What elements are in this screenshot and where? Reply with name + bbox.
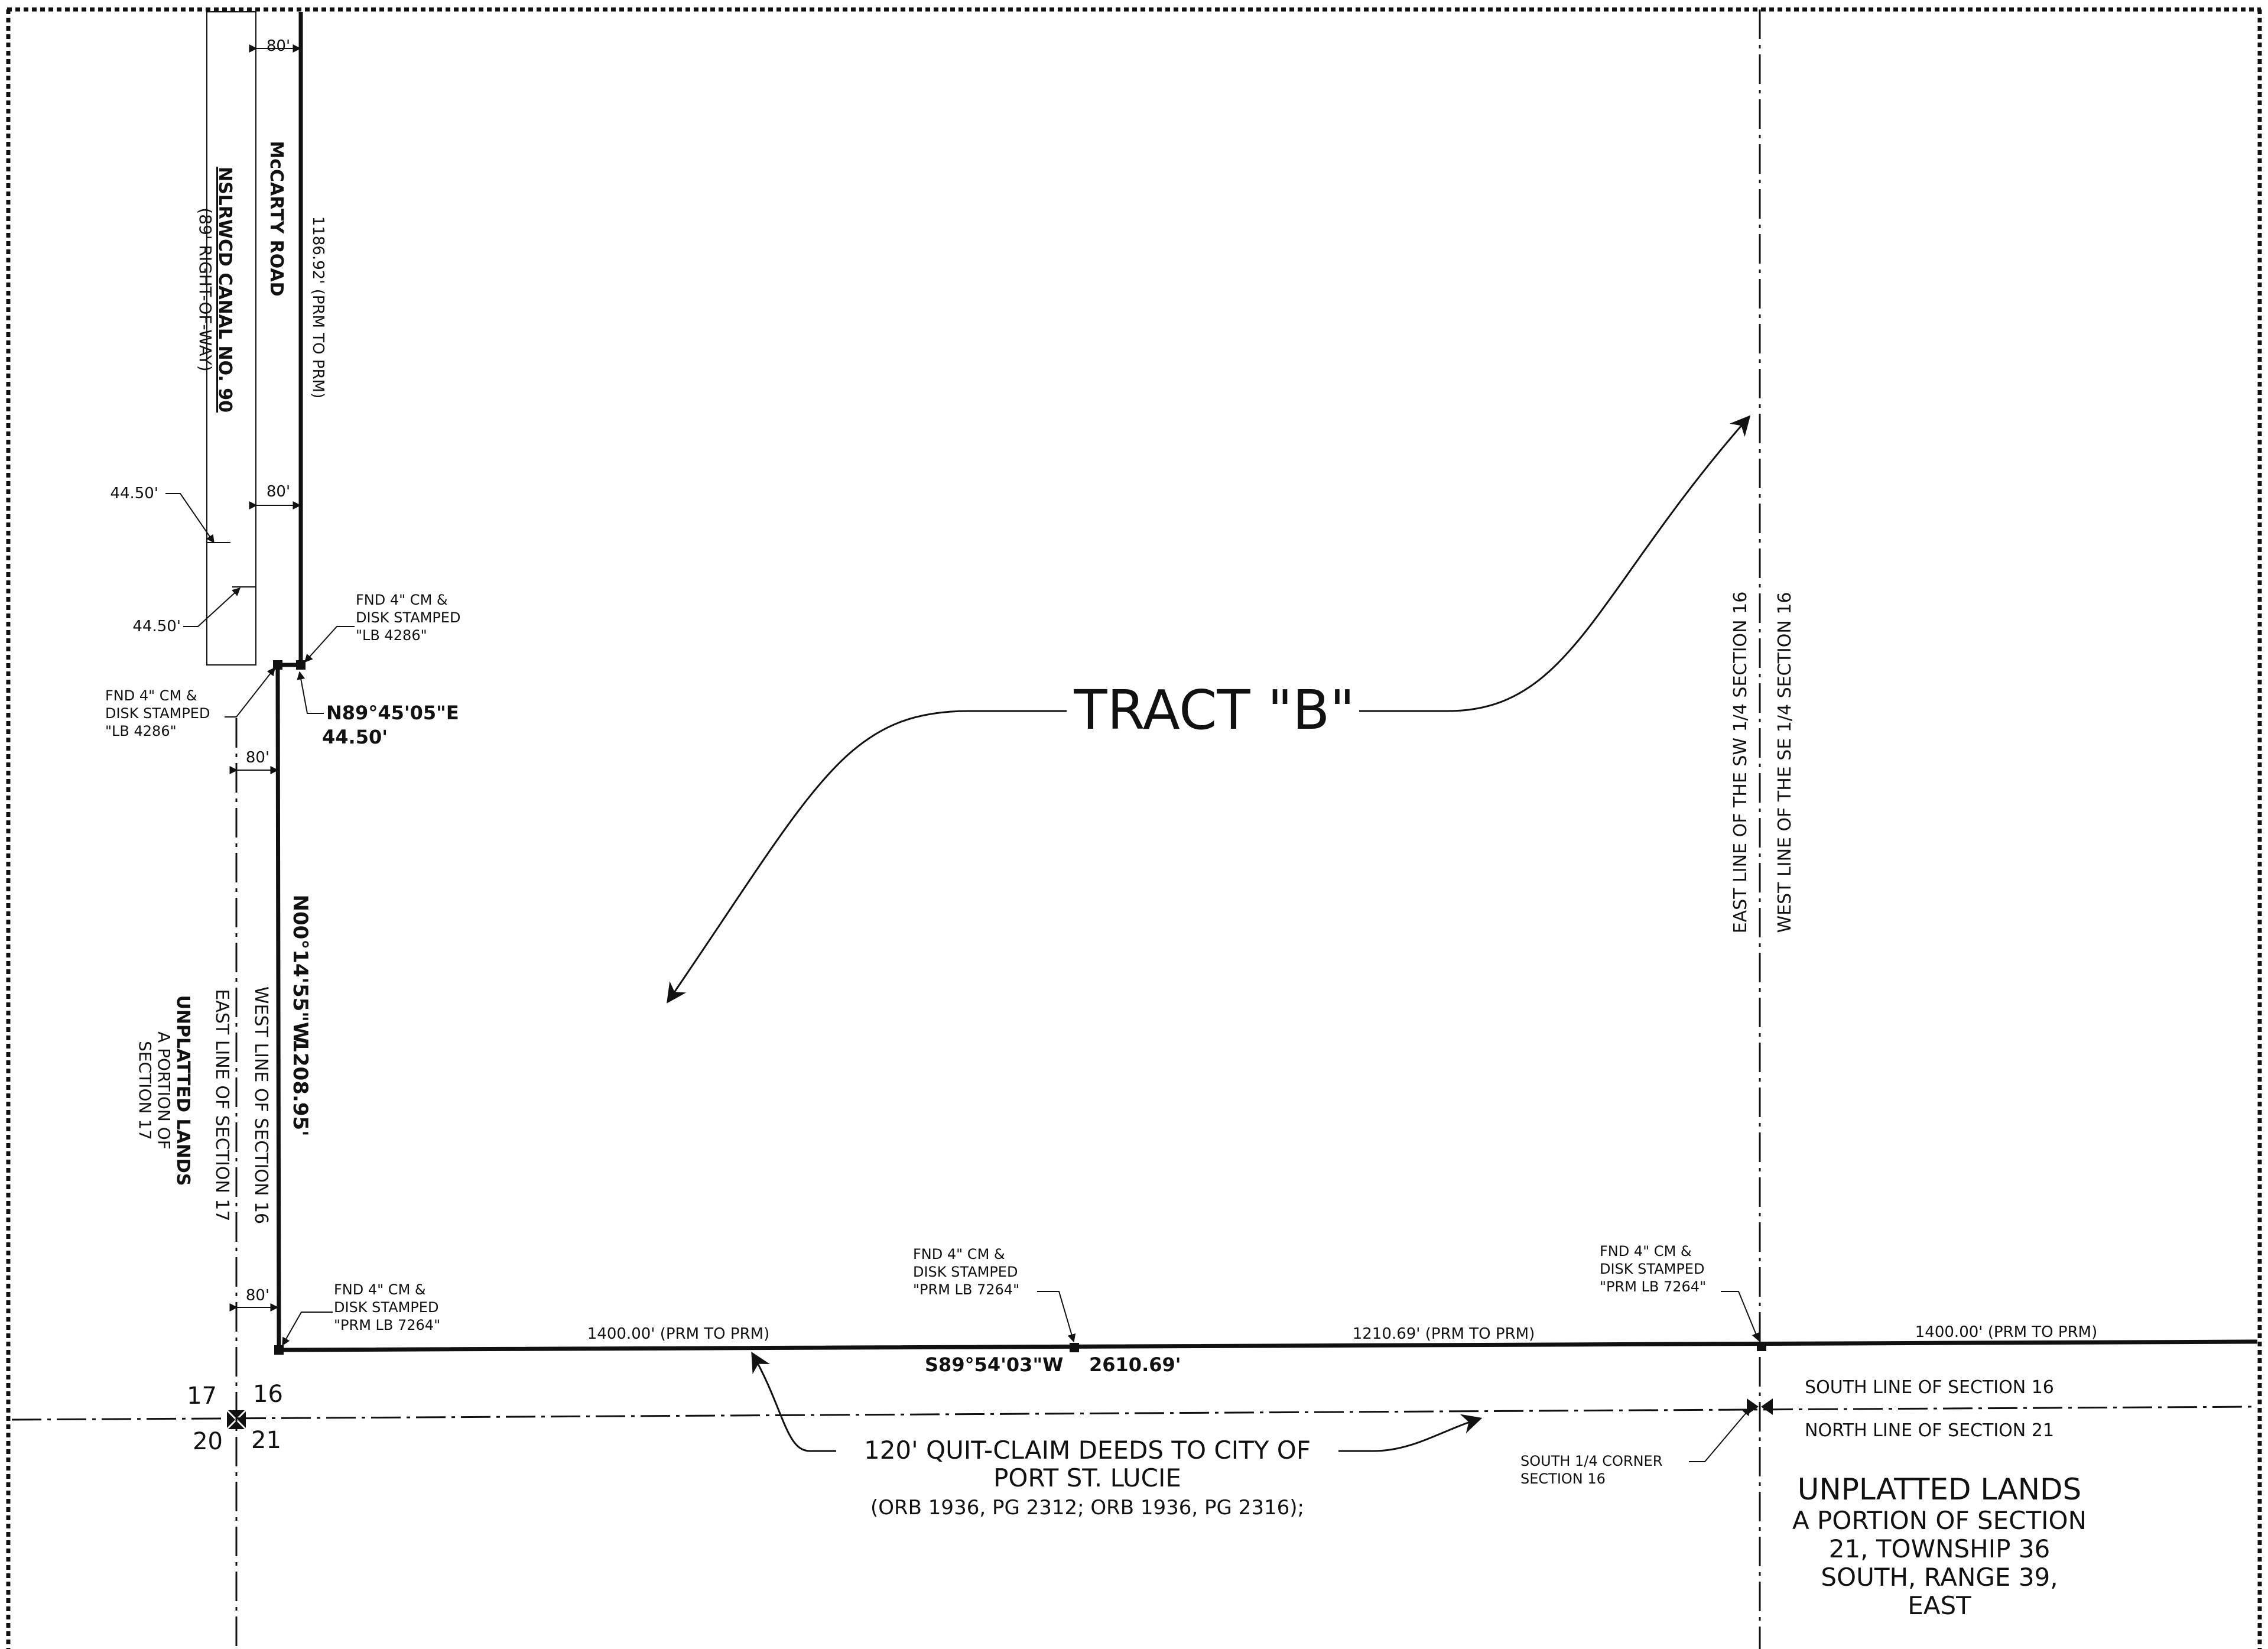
- svg-text:FND 4" CM &: FND 4" CM &: [356, 592, 448, 608]
- unplatted-21-note: UNPLATTED LANDS A PORTION OF SECTION 21,…: [1792, 1472, 2087, 1620]
- svg-text:DISK STAMPED: DISK STAMPED: [913, 1264, 1018, 1280]
- svg-text:DISK STAMPED: DISK STAMPED: [1600, 1261, 1704, 1277]
- svg-text:FND 4" CM &: FND 4" CM &: [1600, 1243, 1692, 1260]
- south-distance: 2610.69': [1089, 1353, 1181, 1376]
- dim-80-west-label: 80': [246, 749, 269, 767]
- segment-2-distance: 1210.69' (PRM TO PRM): [1353, 1325, 1535, 1343]
- leader-fnd-top-right: [304, 626, 355, 663]
- monument-marker: [273, 660, 282, 670]
- unplatted-17-note: UNPLATTED LANDS A PORTION OF SECTION 17: [135, 995, 193, 1186]
- road-name: McCARTY ROAD: [266, 141, 287, 296]
- section-number-sw: 20: [193, 1428, 223, 1455]
- svg-text:PORT ST. LUCIE: PORT ST. LUCIE: [993, 1463, 1181, 1492]
- south-bearing: S89°54'03"W: [925, 1353, 1063, 1376]
- monument-note-top-left: FND 4" CM & DISK STAMPED "LB 4286": [105, 687, 210, 739]
- canal-dim-a: 44.50': [110, 485, 158, 502]
- svg-text:FND 4" CM &: FND 4" CM &: [105, 687, 197, 704]
- south-line-sec16-label: SOUTH LINE OF SECTION 16: [1805, 1377, 2054, 1398]
- east-line-sec17-label: EAST LINE OF SECTION 17: [212, 989, 232, 1221]
- svg-text:FND 4" CM &: FND 4" CM &: [334, 1281, 426, 1298]
- svg-text:DISK STAMPED: DISK STAMPED: [334, 1299, 438, 1316]
- svg-text:(ORB 1936, PG 2312; ORB 1936,: (ORB 1936, PG 2312; ORB 1936, PG 2316);: [870, 1496, 1304, 1520]
- section-number-se: 21: [251, 1427, 281, 1454]
- west-bearing: N00°14'55"W: [288, 894, 312, 1044]
- leader-fnd-bottom-right: [1721, 1291, 1760, 1342]
- monument-marker: [1757, 1342, 1766, 1351]
- road-length: 1186.92' (PRM TO PRM): [309, 216, 327, 398]
- monument-note-bottom-mid: FND 4" CM & DISK STAMPED "PRM LB 7264": [913, 1246, 1019, 1298]
- leader-fnd-bottom-left: [282, 1312, 333, 1346]
- svg-text:"LB 4286": "LB 4286": [105, 723, 177, 739]
- svg-text:SOUTH, RANGE 39,: SOUTH, RANGE 39,: [1821, 1563, 2058, 1592]
- monument-marker: [296, 660, 306, 670]
- dim-80-mid-label: 80': [267, 483, 290, 501]
- east-line-sw14-label: EAST LINE OF THE SW 1/4 SECTION 16: [1730, 592, 1751, 934]
- south-corner-note: SOUTH 1/4 CORNER SECTION 16: [1520, 1453, 1662, 1487]
- west-line-sec16-label: WEST LINE OF SECTION 16: [251, 986, 271, 1224]
- svg-text:DISK STAMPED: DISK STAMPED: [356, 609, 460, 626]
- quitclaim-leader-right: [1338, 1414, 1483, 1452]
- svg-text:SOUTH 1/4 CORNER: SOUTH 1/4 CORNER: [1520, 1453, 1662, 1469]
- segment-3-distance: 1400.00' (PRM TO PRM): [1915, 1323, 2097, 1341]
- monument-note-bottom-right: FND 4" CM & DISK STAMPED "PRM LB 7264": [1600, 1243, 1706, 1295]
- leader-south-corner: [1689, 1407, 1751, 1462]
- leader-bearing-top: [297, 671, 324, 714]
- canal-right-of-way-text: (89' RIGHT-OF-WAY): [196, 207, 215, 371]
- top-distance: 44.50': [322, 726, 388, 748]
- svg-text:A PORTION OF: A PORTION OF: [154, 1031, 174, 1150]
- svg-text:SECTION 16: SECTION 16: [1520, 1471, 1606, 1487]
- tract-leader-right: [1359, 415, 1751, 712]
- quitclaim-note: 120' QUIT-CLAIM DEEDS TO CITY OF PORT ST…: [864, 1436, 1311, 1520]
- dim-80-south-label: 80': [246, 1287, 269, 1304]
- canal-dim-b: 44.50': [132, 618, 181, 635]
- monument-note-top-right: FND 4" CM & DISK STAMPED "LB 4286": [356, 592, 460, 644]
- svg-text:FND 4" CM &: FND 4" CM &: [913, 1246, 1005, 1262]
- west-line-se14-label: WEST LINE OF THE SE 1/4 SECTION 16: [1775, 592, 1795, 933]
- section-number-ne: 16: [253, 1381, 283, 1408]
- north-line-sec21-label: NORTH LINE OF SECTION 21: [1805, 1420, 2054, 1441]
- svg-text:"PRM LB 7264": "PRM LB 7264": [1600, 1278, 1706, 1295]
- svg-text:A PORTION OF SECTION: A PORTION OF SECTION: [1792, 1506, 2087, 1535]
- south-line-section-16: [11, 1405, 2258, 1421]
- tract-label: TRACT "B": [1073, 679, 1354, 742]
- svg-text:"PRM LB 7264": "PRM LB 7264": [334, 1317, 440, 1333]
- svg-text:"LB 4286": "LB 4286": [356, 627, 427, 644]
- leader-fnd-top-left: [225, 667, 275, 718]
- tract-leader-left: [667, 710, 1067, 1004]
- svg-text:UNPLATTED LANDS: UNPLATTED LANDS: [173, 995, 193, 1186]
- svg-text:EAST: EAST: [1908, 1591, 1971, 1620]
- svg-text:DISK STAMPED: DISK STAMPED: [105, 705, 210, 722]
- canal-right-of-way: [206, 11, 256, 666]
- svg-text:SECTION 17: SECTION 17: [135, 1041, 155, 1140]
- monument-note-bottom-left: FND 4" CM & DISK STAMPED "PRM LB 7264": [334, 1281, 440, 1333]
- quitclaim-leader-left: [751, 1352, 836, 1452]
- monument-marker: [274, 1345, 284, 1355]
- leader-44-50-a: [165, 493, 215, 544]
- svg-text:"PRM LB 7264": "PRM LB 7264": [913, 1281, 1019, 1298]
- canal-name: NSLRWCD CANAL NO. 90: [215, 167, 235, 413]
- section-number-nw: 17: [187, 1382, 217, 1410]
- segment-1-distance: 1400.00' (PRM TO PRM): [587, 1325, 769, 1343]
- svg-text:21, TOWNSHIP 36: 21, TOWNSHIP 36: [1829, 1534, 2051, 1563]
- leader-44-50-b: [183, 587, 241, 627]
- svg-text:120' QUIT-CLAIM DEEDS TO CITY: 120' QUIT-CLAIM DEEDS TO CITY OF: [864, 1436, 1311, 1465]
- section-corner-symbol: [227, 1410, 246, 1429]
- top-bearing: N89°45'05"E: [326, 702, 459, 724]
- leader-fnd-bottom-mid: [1037, 1291, 1076, 1343]
- west-distance: 1208.95': [288, 1038, 312, 1136]
- monument-marker: [1070, 1343, 1079, 1352]
- svg-text:UNPLATTED LANDS: UNPLATTED LANDS: [1798, 1472, 2082, 1507]
- dim-80-top-label: 80': [267, 37, 290, 55]
